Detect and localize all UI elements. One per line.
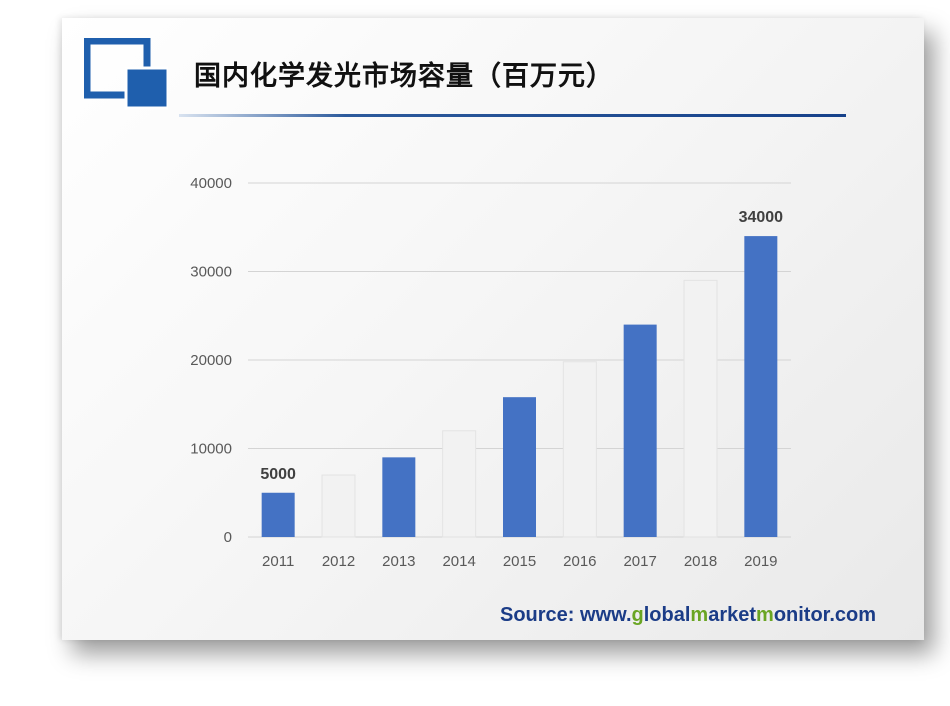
y-tick-label-30000: 30000 xyxy=(190,264,232,281)
x-tick-label-2014: 2014 xyxy=(442,553,475,570)
y-tick-label-0: 0 xyxy=(224,529,232,546)
bar-2019 xyxy=(744,236,778,537)
x-tick-label-2013: 2013 xyxy=(382,553,415,570)
x-tick-label-2015: 2015 xyxy=(503,553,536,570)
source-lobal: lobal xyxy=(643,604,691,626)
x-tick-label-2018: 2018 xyxy=(684,553,717,570)
x-tick-label-2016: 2016 xyxy=(563,553,596,570)
bar-2017 xyxy=(623,324,657,537)
logo-icon xyxy=(84,38,168,110)
x-tick-label-2011: 2011 xyxy=(262,553,294,570)
source-onitor: onitor.com xyxy=(773,604,877,626)
y-tick-label-40000: 40000 xyxy=(190,175,232,192)
source-prefix: Source: www. xyxy=(500,604,632,626)
source-arket: arket xyxy=(708,604,757,626)
source-letter-m1: m xyxy=(690,604,709,626)
bar-2011 xyxy=(261,492,295,537)
y-tick-label-20000: 20000 xyxy=(190,352,232,369)
y-tick-label-10000: 10000 xyxy=(190,441,232,458)
chart-title: 国内化学发光市场容量（百万元） xyxy=(194,61,614,92)
bar-chart: 0 10000 20000 30000 40000 2011 5000 2012 2013 201… xyxy=(190,175,791,570)
bar-2016 xyxy=(562,361,597,538)
x-tick-label-2012: 2012 xyxy=(322,553,355,570)
bar-2012 xyxy=(321,474,356,538)
bar-2014 xyxy=(442,430,477,538)
source-letter-g: g xyxy=(631,604,644,626)
x-tick-label-2017: 2017 xyxy=(623,553,656,570)
source-credit[interactable]: Source: www.globalmarketmonitor.com xyxy=(500,604,876,627)
bar-2018 xyxy=(683,279,718,538)
data-label-2019: 34000 xyxy=(739,209,784,226)
bar-2013 xyxy=(382,457,416,537)
title-divider xyxy=(179,114,846,117)
chart-card: 国内化学发光市场容量（百万元） 0 10000 20000 30000 40000 201… xyxy=(62,18,924,640)
x-tick-label-2019: 2019 xyxy=(744,553,777,570)
data-label-2011: 5000 xyxy=(260,466,296,483)
bar-2015 xyxy=(503,397,536,537)
source-letter-m2: m xyxy=(756,604,774,626)
